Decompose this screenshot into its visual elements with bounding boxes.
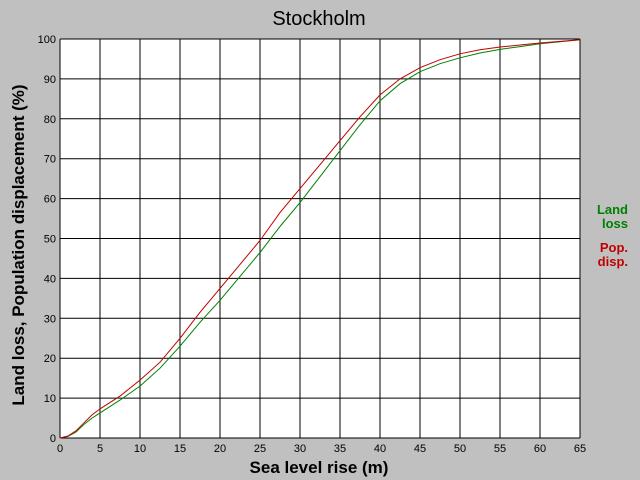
x-tick-label: 5 xyxy=(97,443,103,455)
chart-title: Stockholm xyxy=(272,8,365,30)
x-tick-label: 25 xyxy=(254,443,266,455)
y-tick-label: 0 xyxy=(50,433,56,445)
x-tick-label: 0 xyxy=(57,443,63,455)
x-axis-ticks: 0 5 10 15 20 25 30 35 40 45 50 55 60 65 xyxy=(57,443,586,455)
x-tick-label: 35 xyxy=(334,443,346,455)
x-tick-label: 60 xyxy=(534,443,546,455)
series-layer xyxy=(59,39,581,439)
x-tick-label: 20 xyxy=(214,443,226,455)
y-axis-ticks: 0 10 20 30 40 50 60 70 80 90 100 xyxy=(38,34,56,445)
y-tick-label: 80 xyxy=(44,114,56,126)
y-tick-label: 10 xyxy=(44,393,56,405)
x-tick-label: 40 xyxy=(374,443,386,455)
y-tick-label: 50 xyxy=(44,234,56,246)
y-tick-label: 30 xyxy=(44,313,56,325)
x-tick-label: 30 xyxy=(294,443,306,455)
series-line-0 xyxy=(59,39,581,439)
y-tick-label: 60 xyxy=(44,194,56,206)
legend-label-1: Pop. xyxy=(600,240,628,255)
x-tick-label: 50 xyxy=(454,443,466,455)
x-tick-label: 65 xyxy=(574,443,586,455)
y-tick-label: 100 xyxy=(38,34,56,46)
x-tick-label: 15 xyxy=(174,443,186,455)
series-line-1 xyxy=(59,39,581,439)
legend-label-0: Land xyxy=(597,202,628,217)
x-tick-label: 45 xyxy=(414,443,426,455)
legend-label-1: disp. xyxy=(598,254,628,269)
grid xyxy=(59,38,581,439)
y-tick-label: 90 xyxy=(44,74,56,86)
legend-label-0: loss xyxy=(602,216,628,231)
y-axis-title: Land loss, Population displacement (%) xyxy=(9,84,28,405)
y-tick-label: 40 xyxy=(44,273,56,285)
y-tick-label: 70 xyxy=(44,154,56,166)
x-axis-title: Sea level rise (m) xyxy=(250,458,389,477)
y-tick-label: 20 xyxy=(44,353,56,365)
x-tick-label: 55 xyxy=(494,443,506,455)
x-tick-label: 10 xyxy=(134,443,146,455)
